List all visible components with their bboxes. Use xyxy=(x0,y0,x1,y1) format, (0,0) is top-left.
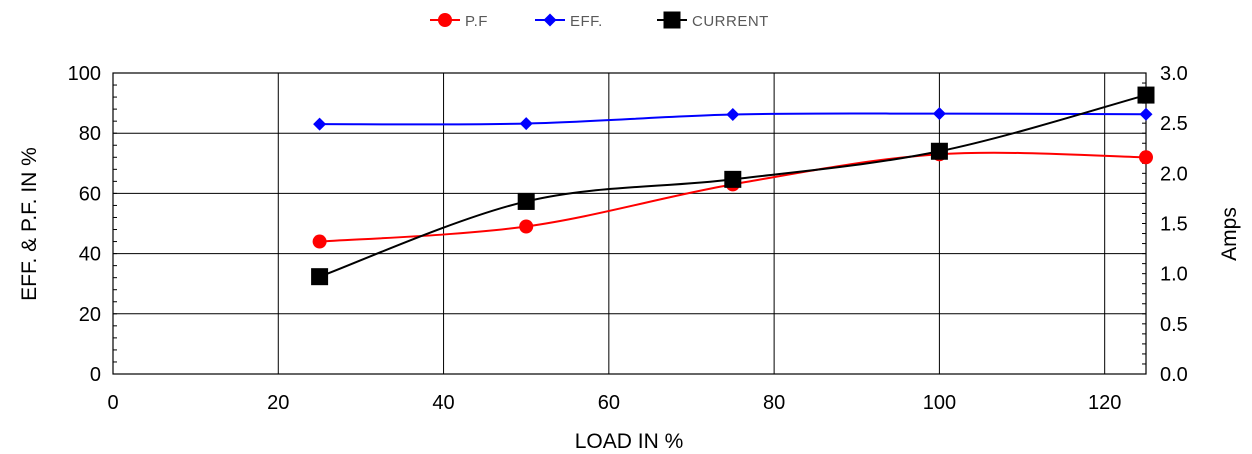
data-point xyxy=(517,192,535,210)
legend: P.F EFF. CURRENT xyxy=(430,11,769,30)
legend-label: P.F xyxy=(465,13,488,30)
series-current xyxy=(311,86,1155,286)
y-tick-label: 0 xyxy=(90,364,101,386)
x-tick-label: 120 xyxy=(1088,392,1121,414)
y-tick-label: 100 xyxy=(68,63,101,85)
y-tick-label: 20 xyxy=(79,304,101,326)
y2-tick-label: 3.0 xyxy=(1160,63,1188,85)
data-point xyxy=(519,117,533,131)
legend-label: EFF. xyxy=(570,13,603,30)
data-point xyxy=(1139,107,1153,121)
data-point xyxy=(1137,86,1155,104)
legend-item: CURRENT xyxy=(657,11,769,30)
y2-axis-title: Amps xyxy=(1218,207,1241,261)
series-eff xyxy=(313,107,1153,131)
data-point xyxy=(313,117,327,131)
data-point xyxy=(312,234,327,249)
legend-marker xyxy=(663,11,681,29)
data-point xyxy=(724,170,742,188)
y-tick-label: 80 xyxy=(79,123,101,145)
x-tick-label: 100 xyxy=(923,392,956,414)
data-point xyxy=(726,108,740,122)
data-point xyxy=(311,268,329,286)
x-axis-title: LOAD IN % xyxy=(575,430,684,453)
y2-tick-label: 0.0 xyxy=(1160,364,1188,386)
x-tick-label: 40 xyxy=(432,392,454,414)
legend-label: CURRENT xyxy=(692,13,769,30)
y-axis-ticks: 0 20 40 60 80 100 xyxy=(68,63,101,386)
series-layer xyxy=(311,86,1155,286)
data-point xyxy=(930,142,948,160)
x-tick-label: 80 xyxy=(763,392,785,414)
y2-tick-label: 1.5 xyxy=(1160,214,1188,236)
x-tick-label: 20 xyxy=(267,392,289,414)
x-tick-label: 0 xyxy=(107,392,118,414)
y2-tick-label: 0.5 xyxy=(1160,314,1188,336)
y2-axis-ticks: 0.0 0.5 1.0 1.5 2.0 2.5 3.0 xyxy=(1160,63,1188,386)
data-point xyxy=(932,107,946,121)
y2-tick-label: 1.0 xyxy=(1160,264,1188,286)
series-p-f xyxy=(312,147,1153,249)
legend-item: EFF. xyxy=(535,13,603,30)
y-axis-title: EFF. & P.F. IN % xyxy=(18,147,41,301)
y2-tick-label: 2.0 xyxy=(1160,163,1188,185)
legend-item: P.F xyxy=(430,13,488,30)
x-axis-ticks: 0 20 40 60 80 100 120 xyxy=(107,392,1121,414)
data-point xyxy=(1139,150,1153,165)
x-tick-label: 60 xyxy=(598,392,620,414)
y-tick-label: 60 xyxy=(79,183,101,205)
y2-tick-label: 2.5 xyxy=(1160,113,1188,135)
y-tick-label: 40 xyxy=(79,244,101,266)
grid xyxy=(113,73,1146,374)
legend-marker xyxy=(543,13,557,27)
data-point xyxy=(519,219,534,234)
legend-marker xyxy=(438,13,452,27)
